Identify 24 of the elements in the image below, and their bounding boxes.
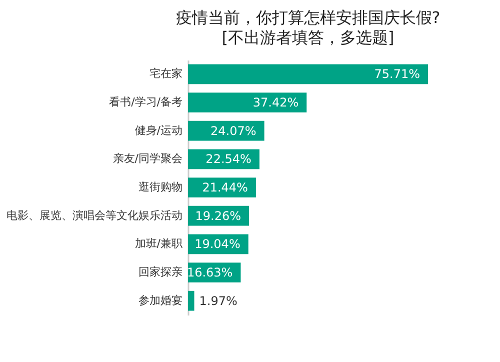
data-label: 19.04% [194, 237, 240, 252]
data-label: 22.54% [206, 152, 252, 166]
y-tick-label: 逛街购物 [138, 180, 182, 194]
data-label: 21.44% [202, 180, 248, 194]
y-tick-label: 电影、展览、演唱会等文化娱乐活动 [6, 208, 182, 222]
data-label: 19.26% [195, 208, 242, 223]
data-label: 75.71% [374, 67, 420, 82]
y-tick-label: 看书/学习/备考 [109, 96, 182, 108]
y-tick-label: 回家探亲 [138, 266, 182, 278]
y-tick-label: 加班/兼职 [134, 237, 182, 250]
chart-subtitle: [不出游者填答，多选题] [222, 28, 394, 47]
data-label: 1.97% [199, 294, 238, 308]
bar [188, 120, 264, 141]
bar [188, 290, 194, 311]
y-tick-label: 亲友/同学聚会 [112, 152, 182, 166]
y-tick-label: 宅在家 [150, 67, 182, 80]
data-label: 24.07% [210, 124, 256, 138]
data-label: 16.63% [186, 266, 233, 280]
chart-title: 疫情当前，你打算怎样安排国庆长假? [176, 8, 440, 27]
data-label: 37.42% [252, 96, 299, 110]
y-tick-label: 健身/运动 [134, 124, 182, 137]
bar [188, 64, 428, 84]
y-tick-label: 参加婚宴 [138, 294, 182, 307]
bar [188, 92, 307, 112]
